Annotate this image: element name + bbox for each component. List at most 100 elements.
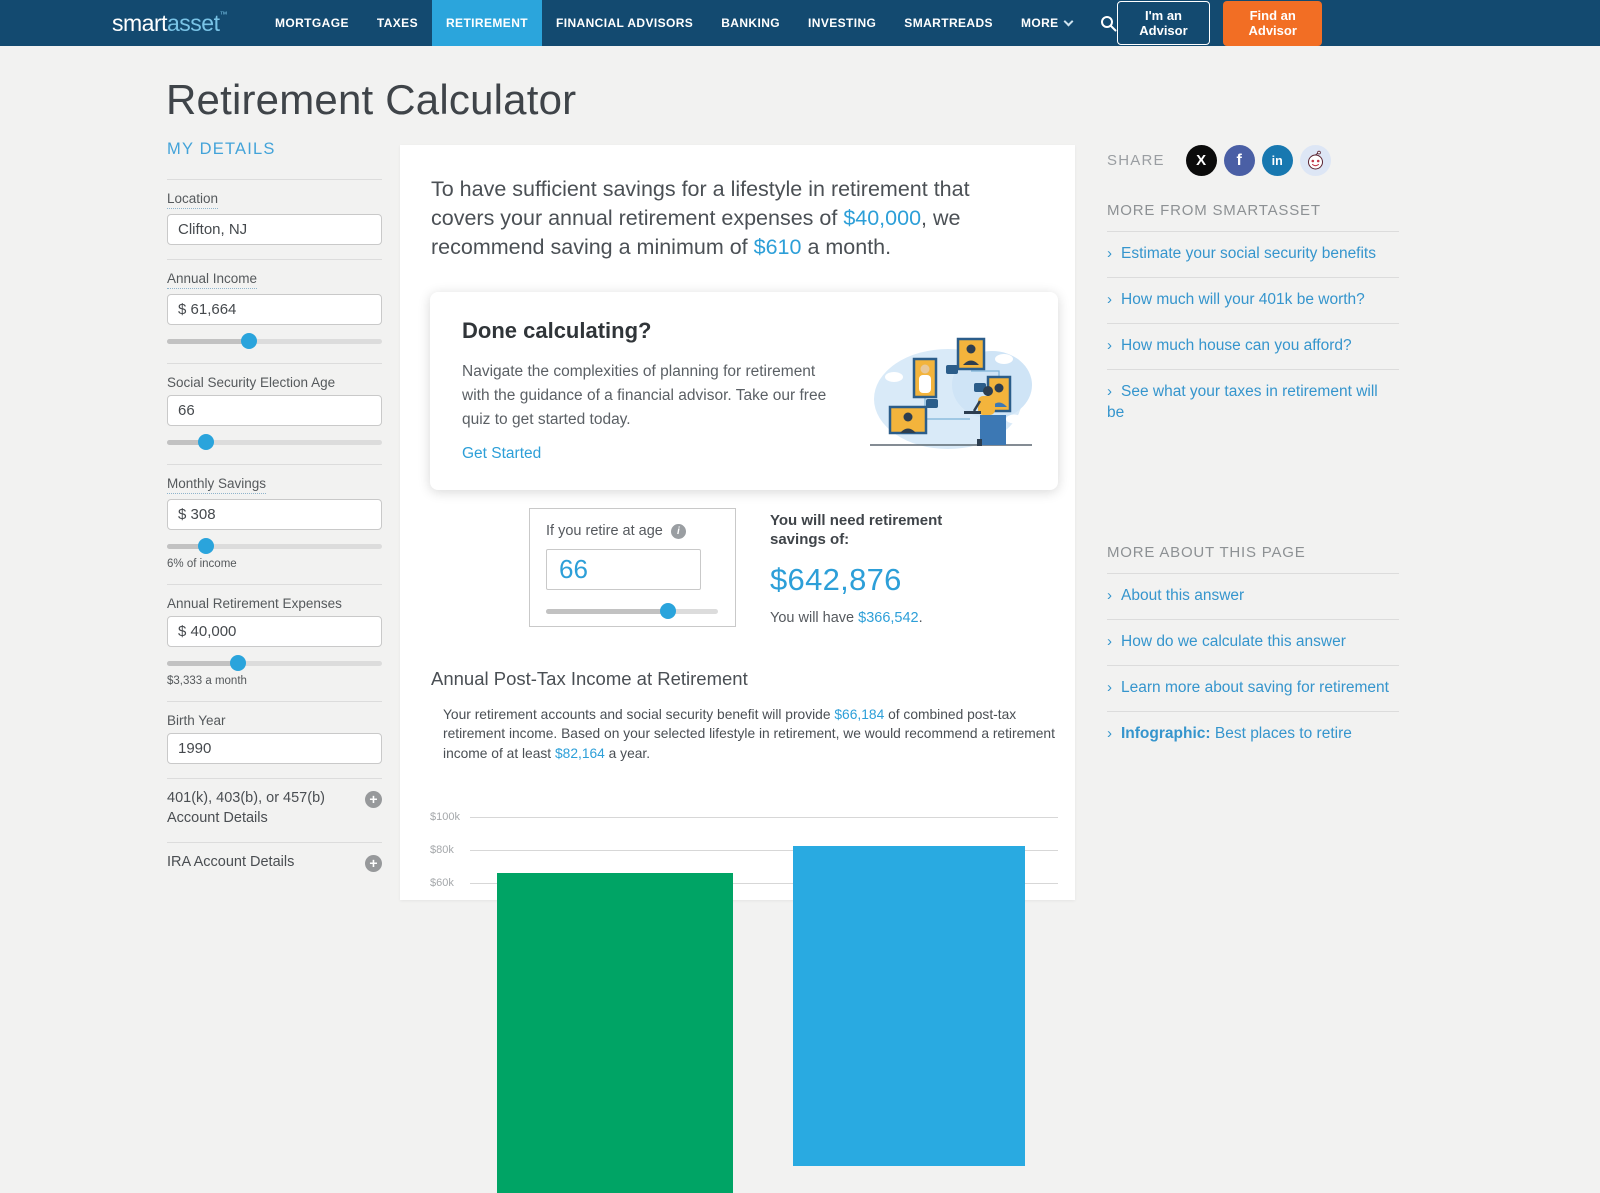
more-from-smartasset-section: MORE FROM SMARTASSET › Estimate your soci… (1107, 202, 1399, 436)
expenses-amount: $40,000 (843, 206, 922, 231)
nav-item-taxes[interactable]: TAXES (376, 16, 418, 30)
more-from-heading: MORE FROM SMARTASSET (1107, 202, 1321, 219)
field-location: Location (167, 179, 382, 259)
slider-track (167, 339, 382, 344)
annual-retirement-expenses-note: $3,333 a month (167, 675, 247, 687)
link-how-we-calculate[interactable]: › How do we calculate this answer (1107, 618, 1399, 665)
slider-thumb[interactable] (197, 434, 214, 450)
linkedin-share-icon[interactable]: in (1261, 145, 1293, 176)
my-details-panel: MY DETAILS Location Annual Income Social… (167, 140, 382, 887)
find-an-advisor-button[interactable]: Find an Advisor (1223, 0, 1322, 46)
my-details-heading: MY DETAILS (167, 140, 276, 158)
slider-thumb[interactable] (660, 603, 677, 619)
slider-fill (546, 609, 669, 614)
link-taxes-in-retirement[interactable]: › See what your taxes in retirement will … (1107, 369, 1399, 435)
ss-election-age-label: Social Security Election Age (167, 375, 336, 390)
retire-age-slider[interactable] (546, 603, 718, 619)
annual-income-input[interactable] (167, 294, 382, 325)
gridline (470, 883, 1058, 884)
nav-item-investing[interactable]: INVESTING (808, 16, 877, 30)
chevron-right-icon: › (1107, 383, 1112, 401)
slider-fill (167, 544, 206, 549)
chevron-right-icon: › (1107, 678, 1112, 696)
done-calculating-card: Done calculating? Navigate the complexit… (430, 292, 1058, 490)
link-estimate-social-security[interactable]: › Estimate your social security benefits (1107, 231, 1399, 277)
top-navbar: smartasset™ MORTGAGE TAXES RETIREMENT FI… (0, 0, 1600, 46)
link-learn-saving-retirement[interactable]: › Learn more about saving for retirement (1107, 664, 1399, 711)
monthly-savings-note: 6% of income (167, 558, 237, 570)
nav-item-more[interactable]: MORE (1007, 0, 1086, 46)
link-infographic-best-places[interactable]: › Infographic: Best places to retire (1107, 711, 1399, 757)
link-house-afford[interactable]: › How much house can you afford? (1107, 323, 1399, 369)
nav-item-smartreads[interactable]: SMARTREADS (904, 16, 993, 30)
bar-recommended-retirement-income[interactable] (793, 846, 1025, 1167)
link-401k-worth[interactable]: › How much will your 401k be worth? (1107, 277, 1399, 323)
smartasset-logo[interactable]: smartasset™ (112, 9, 227, 36)
recommendation-text: To have sufficient savings for a lifesty… (431, 177, 970, 260)
location-label: Location (167, 191, 219, 209)
chevron-right-icon: › (1107, 245, 1112, 262)
nav-item-mortgage[interactable]: MORTGAGE (274, 16, 349, 30)
plus-icon[interactable]: + (365, 791, 382, 808)
right-sidebar: SHARE X f in MORE FROM SMARTASSET › Estim… (1107, 145, 1399, 757)
search-icon[interactable] (1100, 15, 1117, 32)
slider-fill (167, 661, 238, 666)
ss-election-age-slider[interactable] (167, 434, 382, 450)
monthly-savings-label: Monthly Savings (167, 476, 267, 494)
more-about-heading: MORE ABOUT THIS PAGE (1107, 543, 1306, 561)
im-an-advisor-button[interactable]: I'm an Advisor (1116, 1, 1211, 45)
nav-item-retirement[interactable]: RETIREMENT (431, 0, 542, 46)
x-twitter-share-icon[interactable]: X (1185, 145, 1217, 176)
annual-retirement-expenses-label: Annual Retirement Expenses (167, 596, 342, 611)
slider-track (167, 544, 382, 549)
field-monthly-savings: Monthly Savings 6% of income (167, 464, 382, 584)
advisor-video-call-illustration (870, 337, 1032, 449)
field-annual-income: Annual Income (167, 259, 382, 363)
nav-item-financial-advisors[interactable]: FINANCIAL ADVISORS (555, 16, 694, 30)
annual-retirement-expenses-slider[interactable] (167, 655, 382, 671)
recommended-income-amount: $82,164 (554, 745, 605, 761)
expander-ira-account-details[interactable]: IRA Account Details + (167, 842, 382, 887)
y-axis-tick-label: $60k (430, 877, 454, 889)
savings-have-line: You will have $366,542. (770, 609, 923, 626)
done-calculating-title: Done calculating? (462, 318, 652, 343)
monthly-minimum-amount: $610 (753, 235, 802, 260)
retire-age-input[interactable] (546, 549, 701, 590)
slider-track (167, 661, 382, 666)
monthly-savings-input[interactable] (167, 499, 382, 530)
retire-age-label: If you retire at age (546, 523, 663, 539)
share-row: SHARE X f in (1107, 145, 1399, 176)
plus-icon[interactable]: + (365, 855, 382, 873)
y-axis-tick-label: $80k (430, 844, 454, 856)
more-about-page-section: MORE ABOUT THIS PAGE › About this answer … (1107, 544, 1399, 758)
nav-item-banking[interactable]: BANKING (721, 16, 781, 30)
annual-income-slider[interactable] (167, 333, 382, 349)
slider-thumb[interactable] (197, 538, 214, 554)
bar-combined-post-tax-income[interactable] (497, 872, 733, 1193)
combined-income-amount: $66,184 (834, 707, 885, 722)
slider-track (167, 440, 382, 445)
monthly-savings-slider[interactable] (167, 538, 382, 554)
location-input[interactable] (167, 214, 382, 245)
slider-thumb[interactable] (229, 655, 246, 671)
posttax-paragraph: Your retirement accounts and social secu… (443, 707, 1055, 761)
posttax-heading: Annual Post-Tax Income at Retirement (431, 668, 748, 689)
info-icon[interactable]: i (670, 523, 686, 539)
slider-fill (167, 440, 206, 445)
facebook-share-icon[interactable]: f (1223, 145, 1255, 176)
expander-401k-account-details[interactable]: 401(k), 403(b), or 457(b) Account Detail… (167, 778, 382, 842)
ss-election-age-input[interactable] (167, 395, 382, 426)
retire-age-widget: If you retire at age i (529, 508, 736, 627)
savings-have-amount: $366,542 (858, 609, 919, 626)
annual-retirement-expenses-input[interactable] (167, 616, 382, 647)
chevron-right-icon: › (1107, 632, 1112, 650)
reddit-share-icon[interactable] (1299, 145, 1331, 176)
get-started-link[interactable]: Get Started (462, 445, 542, 463)
gridline (470, 817, 1058, 818)
field-birth-year: Birth Year (167, 701, 382, 778)
link-about-this-answer[interactable]: › About this answer (1107, 572, 1399, 619)
chevron-right-icon: › (1107, 337, 1112, 355)
slider-thumb[interactable] (240, 333, 257, 349)
share-label: SHARE (1107, 152, 1165, 169)
birth-year-input[interactable] (167, 733, 382, 764)
